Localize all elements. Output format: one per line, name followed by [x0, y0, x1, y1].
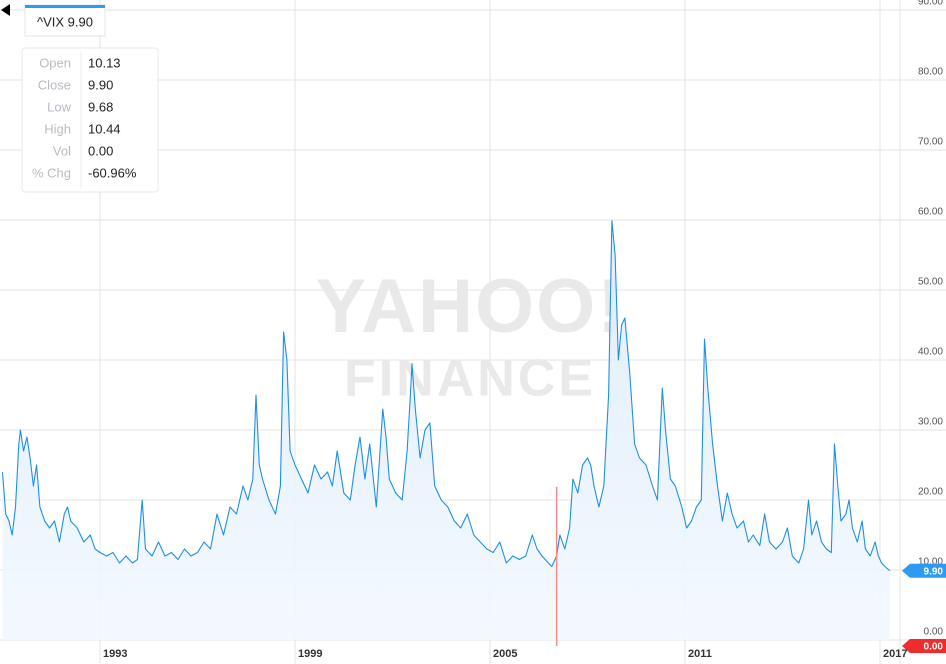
y-tick-label: 70.00 — [918, 137, 943, 148]
y-tick-label: 40.00 — [918, 347, 943, 358]
ohlc-label: Vol — [53, 143, 71, 158]
nav-arrow[interactable] — [1, 4, 10, 16]
ohlc-label: High — [44, 121, 71, 136]
axes: 0.00 10.00 20.00 30.00 40.00 50.00 60.00 70.00 8… — [103, 0, 946, 660]
x-tick-label: 1999 — [298, 648, 322, 660]
ohlc-value: 10.13 — [88, 55, 121, 70]
area — [2, 220, 890, 640]
watermark-line: FINANCE — [344, 350, 596, 408]
x-tick-label: 2005 — [493, 648, 517, 660]
ohlc-box — [21, 47, 159, 193]
plot — [1, 220, 891, 646]
symbol-tab-accent — [25, 5, 105, 8]
y-tick-label: 50.00 — [918, 277, 943, 288]
ohlc-label: Open — [39, 55, 71, 70]
y-tick-label: 10.00 — [918, 557, 943, 568]
y-tick-label: 90.00 — [918, 0, 943, 8]
ohlc-value: 10.44 — [88, 121, 121, 136]
ohlc-value: 0.00 — [88, 143, 113, 158]
price-line — [1, 220, 891, 572]
watermark-line: YAHOO! — [315, 264, 624, 349]
tooltip: ^VIX 9.90 Open 10.13 Close 9.90 Low 9.68 High 1… — [1, 4, 159, 193]
ohlc-label: % Chg — [32, 165, 71, 180]
ohlc-label: Close — [38, 77, 71, 92]
x-tick-label: 1993 — [103, 648, 127, 660]
price-marker — [902, 639, 946, 653]
price-marker-label: 9.90 — [924, 566, 944, 577]
y-tick-label: 20.00 — [918, 487, 943, 498]
symbol-tab — [24, 4, 106, 37]
x-tick-label: 2017 — [883, 648, 907, 660]
price-marker — [902, 563, 946, 578]
ohlc-value: 9.68 — [88, 99, 113, 114]
y-tick-label: 80.00 — [918, 67, 943, 78]
ohlc-value: 9.90 — [88, 77, 113, 92]
y-tick-label: 0.00 — [924, 627, 944, 638]
ohlc-label: Low — [47, 99, 71, 114]
y-tick-label: 60.00 — [918, 207, 943, 218]
price-marker-label: 0.00 — [924, 642, 944, 653]
y-tick-label: 30.00 — [918, 417, 943, 428]
x-tick-label: 2011 — [688, 648, 712, 660]
ohlc-value: -60.96% — [88, 165, 137, 180]
symbol-label: ^VIX 9.90 — [37, 14, 93, 29]
watermark: YAHOO! FINANCE — [315, 264, 624, 408]
